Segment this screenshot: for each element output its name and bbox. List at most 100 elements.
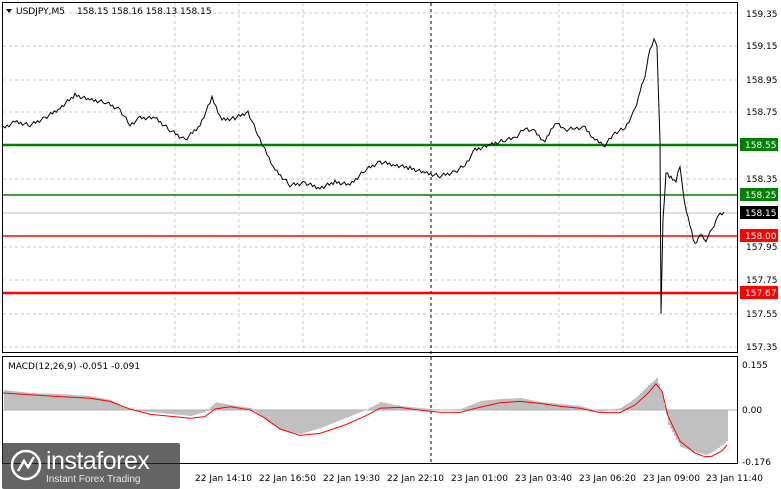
macd-bar <box>210 407 212 410</box>
macd-bar <box>390 404 392 410</box>
macd-bar <box>172 410 174 415</box>
time-tick: 22 Jan 22:10 <box>387 474 444 484</box>
macd-bar <box>292 410 294 433</box>
macd-bar <box>328 410 330 425</box>
macd-bar <box>498 399 500 410</box>
macd-bar <box>194 410 196 415</box>
macd-bar <box>200 410 202 414</box>
macd-bar <box>412 407 414 410</box>
macd-bar <box>658 383 660 410</box>
macd-bar <box>464 407 466 410</box>
macd-bar <box>710 410 712 453</box>
macd-bar <box>480 401 482 410</box>
macd-bar <box>294 410 296 433</box>
macd-bar <box>270 410 272 424</box>
macd-bar <box>352 410 354 416</box>
macd-bar <box>142 410 144 412</box>
macd-bar <box>380 402 382 410</box>
price-tick: 158.75 <box>746 108 778 118</box>
macd-bar <box>302 410 304 434</box>
macd-bar <box>344 410 346 419</box>
macd-bar <box>190 410 192 416</box>
macd-bar <box>646 387 648 410</box>
macd-bar <box>524 398 526 410</box>
macd-bar <box>704 410 706 455</box>
macd-bar <box>472 404 474 410</box>
macd-bar <box>36 393 38 410</box>
macd-bar <box>428 408 430 410</box>
macd-bar <box>616 408 618 410</box>
macd-bar <box>726 410 728 441</box>
macd-bar <box>630 401 632 410</box>
macd-bar <box>102 398 104 410</box>
macd-bar <box>546 402 548 410</box>
macd-bar <box>230 405 232 410</box>
macd-bar <box>384 402 386 410</box>
logo-slogan: Instant Forex Trading <box>46 474 141 485</box>
macd-bar <box>628 402 630 410</box>
macd-bar <box>260 410 262 416</box>
price-tick: 158.35 <box>746 175 778 185</box>
macd-bar <box>688 410 690 450</box>
macd-bar <box>348 410 350 417</box>
macd-bar <box>10 390 12 410</box>
macd-bar <box>166 410 168 414</box>
price-tick: 157.75 <box>746 276 778 286</box>
macd-bar <box>712 410 714 452</box>
macd-bar <box>700 410 702 454</box>
time-tick: 22 Jan 19:30 <box>323 474 380 484</box>
macd-tick: -0.176 <box>742 458 771 468</box>
macd-bar <box>342 410 344 420</box>
macd-bar <box>116 403 118 410</box>
macd-bar <box>46 393 48 410</box>
macd-bar <box>48 393 50 410</box>
macd-bar <box>548 402 550 410</box>
macd-bar <box>198 410 200 414</box>
macd-bar <box>150 410 152 412</box>
macd-bar <box>656 378 658 410</box>
macd-bar <box>694 410 696 452</box>
macd-bar <box>282 410 284 431</box>
macd-bar <box>422 408 424 410</box>
macd-bar <box>108 399 110 410</box>
macd-bar <box>274 410 276 426</box>
level-tag-158-55: 158.55 <box>745 141 777 151</box>
level-tag-158-15-bg <box>740 206 778 219</box>
macd-bar <box>374 405 376 410</box>
macd-bar <box>544 402 546 410</box>
level-tag-158-15: 158.15 <box>745 209 777 219</box>
macd-bar <box>676 410 678 440</box>
macd-bar <box>110 400 112 410</box>
macd-bar <box>418 407 420 410</box>
grid <box>3 3 737 352</box>
macd-bar <box>376 404 378 410</box>
macd-bar <box>516 398 518 410</box>
macd-bar <box>30 393 32 410</box>
macd-bar <box>506 398 508 410</box>
time-tick: 23 Jan 01:00 <box>451 474 508 484</box>
macd-bar <box>522 398 524 410</box>
collapse-triangle-icon[interactable] <box>6 9 12 13</box>
macd-bar <box>268 410 270 422</box>
macd-bar <box>684 410 686 449</box>
macd-bar <box>120 405 122 410</box>
level-tag-158-00: 158.00 <box>745 232 777 242</box>
instaforex-logo-icon <box>10 449 42 481</box>
macd-bar <box>386 403 388 410</box>
macd-bar <box>632 400 634 410</box>
macd-bar <box>122 406 124 410</box>
macd-bar <box>538 401 540 410</box>
macd-bar <box>484 400 486 410</box>
macd-bar <box>416 407 418 410</box>
price-tick: 158.95 <box>746 76 778 86</box>
time-tick: 23 Jan 11:40 <box>706 474 763 484</box>
macd-bar <box>174 410 176 415</box>
macd-bar <box>654 379 656 410</box>
macd-bar <box>56 393 58 410</box>
macd-bar <box>554 403 556 410</box>
macd-bar <box>644 389 646 410</box>
macd-bar <box>510 398 512 410</box>
macd-bar <box>112 401 114 410</box>
macd-bar <box>276 410 278 428</box>
